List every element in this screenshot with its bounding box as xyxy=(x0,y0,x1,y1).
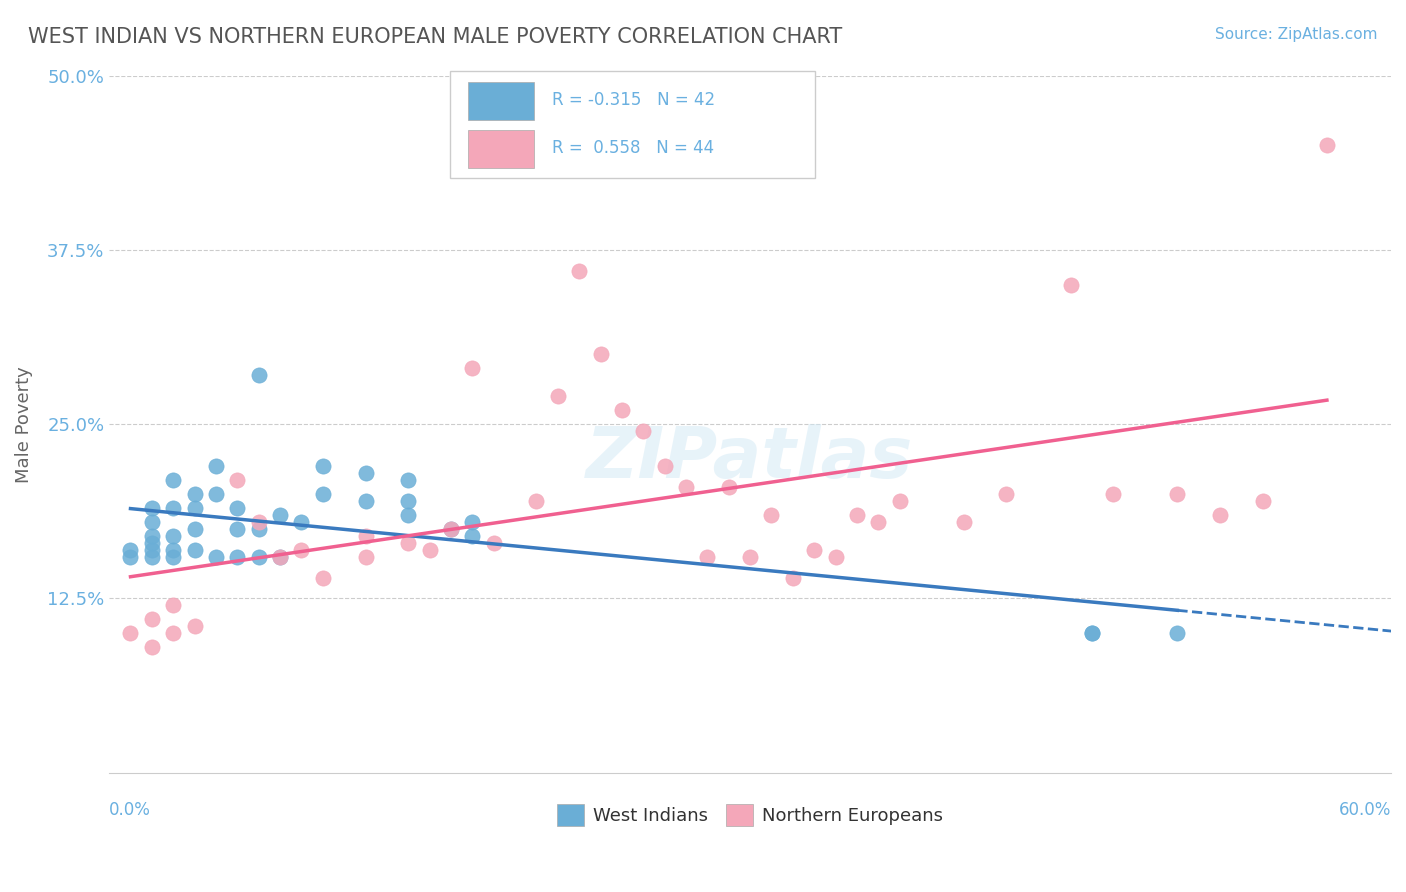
Point xyxy=(162,542,184,557)
Point xyxy=(183,522,205,536)
Point xyxy=(1166,487,1188,501)
Point xyxy=(162,500,184,515)
Point xyxy=(141,640,163,655)
Legend: West Indians, Northern Europeans: West Indians, Northern Europeans xyxy=(550,797,950,833)
Point xyxy=(141,500,163,515)
Point xyxy=(226,522,249,536)
Point xyxy=(183,487,205,501)
Point xyxy=(1102,487,1125,501)
Point xyxy=(141,529,163,543)
FancyBboxPatch shape xyxy=(468,82,534,120)
Point xyxy=(269,508,291,522)
Point xyxy=(205,487,228,501)
Point xyxy=(396,508,419,522)
Point xyxy=(226,500,249,515)
Point xyxy=(162,599,184,613)
Point xyxy=(696,549,718,564)
Point xyxy=(1209,508,1232,522)
Point xyxy=(183,500,205,515)
Point xyxy=(312,458,335,473)
Point xyxy=(226,473,249,487)
Point xyxy=(141,515,163,529)
Point xyxy=(290,542,312,557)
Text: Source: ZipAtlas.com: Source: ZipAtlas.com xyxy=(1215,27,1378,42)
Point xyxy=(247,522,270,536)
Point xyxy=(824,549,846,564)
Point xyxy=(1251,493,1274,508)
Point xyxy=(247,549,270,564)
Point xyxy=(162,626,184,640)
Point xyxy=(162,549,184,564)
Point xyxy=(889,493,911,508)
Point xyxy=(162,529,184,543)
Point xyxy=(738,549,761,564)
Point xyxy=(419,542,441,557)
Point xyxy=(717,480,740,494)
Point xyxy=(461,515,484,529)
Point xyxy=(269,549,291,564)
Point xyxy=(610,403,633,417)
Point xyxy=(205,549,228,564)
Point xyxy=(547,389,569,403)
Point xyxy=(461,361,484,376)
Point xyxy=(354,493,377,508)
Point xyxy=(290,515,312,529)
Point xyxy=(269,549,291,564)
Point xyxy=(482,535,505,549)
Point xyxy=(1316,138,1339,153)
FancyBboxPatch shape xyxy=(468,130,534,168)
Point xyxy=(845,508,868,522)
Point xyxy=(354,529,377,543)
Text: 0.0%: 0.0% xyxy=(110,801,150,819)
Point xyxy=(141,549,163,564)
Point xyxy=(782,570,804,584)
Point xyxy=(396,473,419,487)
Point xyxy=(120,542,142,557)
Point xyxy=(803,542,825,557)
Point xyxy=(141,612,163,626)
Text: 60.0%: 60.0% xyxy=(1339,801,1391,819)
Point xyxy=(1059,277,1081,292)
Point xyxy=(354,549,377,564)
Point xyxy=(183,542,205,557)
Point xyxy=(440,522,463,536)
Point xyxy=(205,458,228,473)
Point xyxy=(141,542,163,557)
FancyBboxPatch shape xyxy=(450,71,815,178)
Point xyxy=(396,535,419,549)
Text: WEST INDIAN VS NORTHERN EUROPEAN MALE POVERTY CORRELATION CHART: WEST INDIAN VS NORTHERN EUROPEAN MALE PO… xyxy=(28,27,842,46)
Point xyxy=(226,549,249,564)
Point xyxy=(440,522,463,536)
Point xyxy=(312,487,335,501)
Point xyxy=(183,619,205,633)
Point xyxy=(526,493,548,508)
Text: ZIPatlas: ZIPatlas xyxy=(586,425,914,493)
Point xyxy=(312,570,335,584)
Point xyxy=(120,549,142,564)
Point xyxy=(952,515,974,529)
Point xyxy=(675,480,697,494)
Point xyxy=(1081,626,1104,640)
Point xyxy=(247,368,270,383)
Point xyxy=(568,264,591,278)
Text: R =  0.558   N = 44: R = 0.558 N = 44 xyxy=(553,139,714,157)
Point xyxy=(247,515,270,529)
Text: R = -0.315   N = 42: R = -0.315 N = 42 xyxy=(553,91,716,109)
Point xyxy=(654,458,676,473)
Point xyxy=(1166,626,1188,640)
Point xyxy=(995,487,1018,501)
Point xyxy=(631,424,654,438)
Point xyxy=(461,529,484,543)
Y-axis label: Male Poverty: Male Poverty xyxy=(15,366,32,483)
Point xyxy=(354,466,377,480)
Point xyxy=(589,347,612,361)
Point xyxy=(1081,626,1104,640)
Point xyxy=(868,515,890,529)
Point xyxy=(396,493,419,508)
Point xyxy=(120,626,142,640)
Point xyxy=(761,508,783,522)
Point xyxy=(141,535,163,549)
Point xyxy=(162,473,184,487)
